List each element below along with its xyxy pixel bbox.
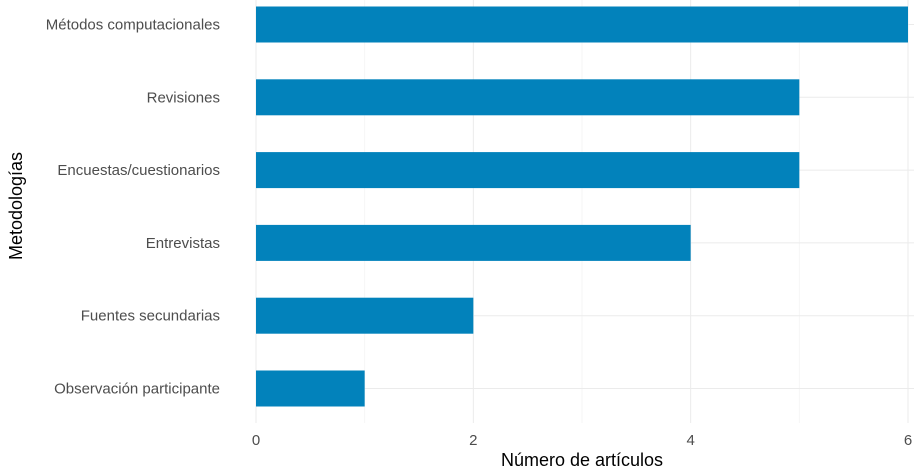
bar (256, 152, 800, 189)
x-tick-label: 4 (686, 432, 694, 449)
y-tick-label: Observación participante (54, 381, 220, 398)
bar (256, 79, 800, 116)
bar (256, 224, 691, 261)
y-tick-label: Fuentes secundarias (81, 308, 220, 325)
x-tick-label: 0 (252, 432, 260, 449)
x-tick-label: 2 (469, 432, 477, 449)
bar (256, 370, 365, 407)
y-tick-labels: Métodos computacionales Revisiones Encuest… (46, 17, 220, 398)
y-tick-label: Revisiones (147, 89, 220, 106)
x-tick-label: 6 (904, 432, 912, 449)
bar (256, 297, 474, 334)
y-tick-label: Métodos computacionales (46, 17, 220, 34)
y-axis-title: Metodologías (6, 152, 26, 260)
x-tick-labels: 0 2 4 6 (252, 432, 912, 449)
bar (256, 6, 908, 43)
x-axis-title: Número de artículos (501, 450, 663, 470)
y-tick-label: Entrevistas (146, 235, 220, 252)
grid (255, 0, 914, 423)
y-tick-label: Encuestas/cuestionarios (57, 162, 220, 179)
bars (256, 6, 908, 407)
